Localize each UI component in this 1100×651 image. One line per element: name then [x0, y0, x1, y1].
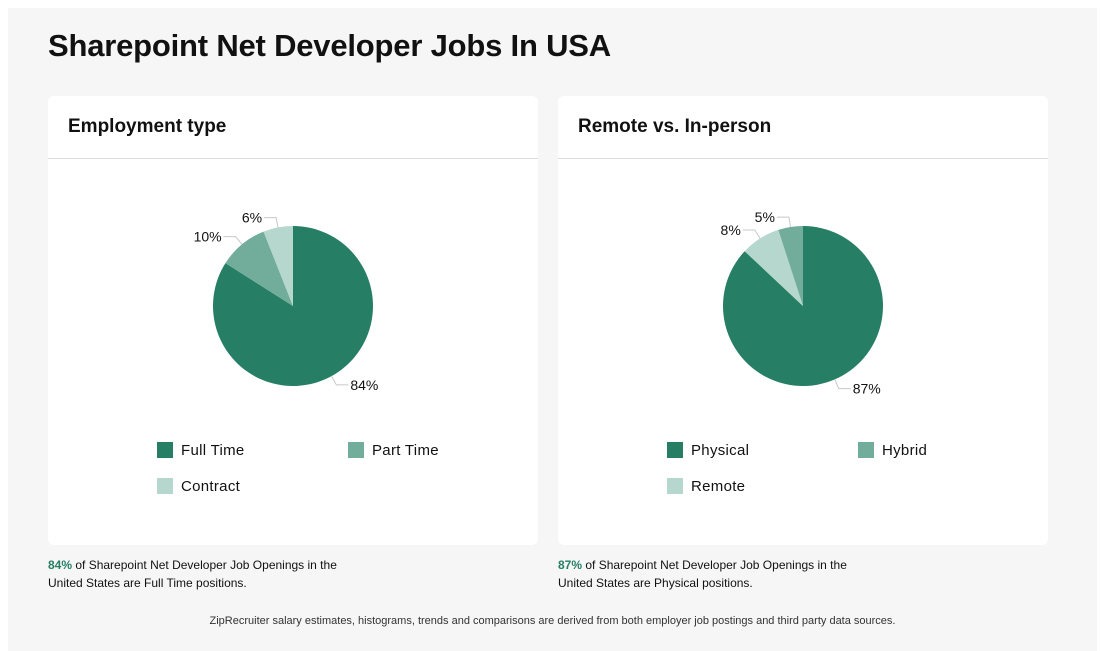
data-label-full-time: 84%	[350, 377, 378, 393]
card-header: Remote vs. In-person	[558, 96, 1048, 159]
legend-item-contract: Contract	[157, 476, 240, 496]
data-source-footnote: ZipRecruiter salary estimates, histogram…	[209, 615, 896, 627]
remote-vs-in-person-pie: 87% 8% 5%	[721, 209, 883, 397]
legend-item-part-time: Part Time	[348, 440, 439, 460]
leader-line-contract	[264, 217, 279, 228]
legend-label: Remote	[691, 477, 746, 495]
leader-line-hybrid	[776, 216, 791, 228]
pie-slice-part-time	[225, 231, 293, 306]
legend-swatch	[667, 478, 683, 494]
pie-slice-hybrid	[778, 226, 803, 306]
legend-item-physical: Physical	[667, 440, 749, 460]
legend-item-hybrid: Hybrid	[858, 440, 927, 460]
legend-label: Hybrid	[882, 441, 928, 459]
remote-summary: 87% of Sharepoint Net Developer Job Open…	[558, 556, 878, 592]
data-label-physical: 87%	[853, 381, 881, 397]
leader-line-full-time	[331, 375, 349, 386]
remote-vs-in-person-card: Remote vs. In-person 87% 8% 5% Physical Hy…	[558, 96, 1048, 545]
data-label-contract: 6%	[242, 210, 262, 226]
pie-slice-contract	[263, 226, 293, 306]
legend-label: Contract	[181, 477, 241, 495]
summary-percent: 87%	[558, 558, 583, 572]
summary-text: of Sharepoint Net Developer Job Openings…	[48, 558, 337, 590]
summary-text: of Sharepoint Net Developer Job Openings…	[558, 558, 847, 590]
employment-type-card: Employment type 84% 10% 6% Full Time Part …	[48, 96, 538, 545]
pie-slice-full-time	[213, 226, 374, 386]
leader-line-part-time	[223, 236, 243, 245]
page-frame: Sharepoint Net Developer Jobs In USA Emp…	[8, 8, 1097, 651]
page-title: Sharepoint Net Developer Jobs In USA	[48, 28, 611, 63]
data-label-hybrid: 5%	[755, 209, 775, 225]
legend-swatch	[858, 442, 874, 458]
legend-label: Full Time	[181, 441, 245, 459]
leader-line-remote	[742, 229, 761, 239]
data-label-remote: 8%	[721, 222, 741, 238]
summary-percent: 84%	[48, 558, 73, 572]
legend-swatch	[348, 442, 364, 458]
leader-line-physical	[834, 379, 851, 390]
card-header: Employment type	[48, 96, 538, 159]
legend-swatch	[157, 442, 173, 458]
pie-slice-remote	[744, 229, 803, 306]
employment-summary: 84% of Sharepoint Net Developer Job Open…	[48, 556, 368, 592]
legend-item-remote: Remote	[667, 476, 745, 496]
card-title: Employment type	[68, 116, 227, 137]
data-label-part-time: 10%	[194, 229, 222, 245]
employment-type-pie: 84% 10% 6%	[194, 210, 379, 393]
legend-item-full-time: Full Time	[157, 440, 245, 460]
card-title: Remote vs. In-person	[578, 116, 772, 137]
legend-swatch	[157, 478, 173, 494]
legend-label: Physical	[691, 441, 750, 459]
legend-label: Part Time	[372, 441, 439, 459]
legend-swatch	[667, 442, 683, 458]
